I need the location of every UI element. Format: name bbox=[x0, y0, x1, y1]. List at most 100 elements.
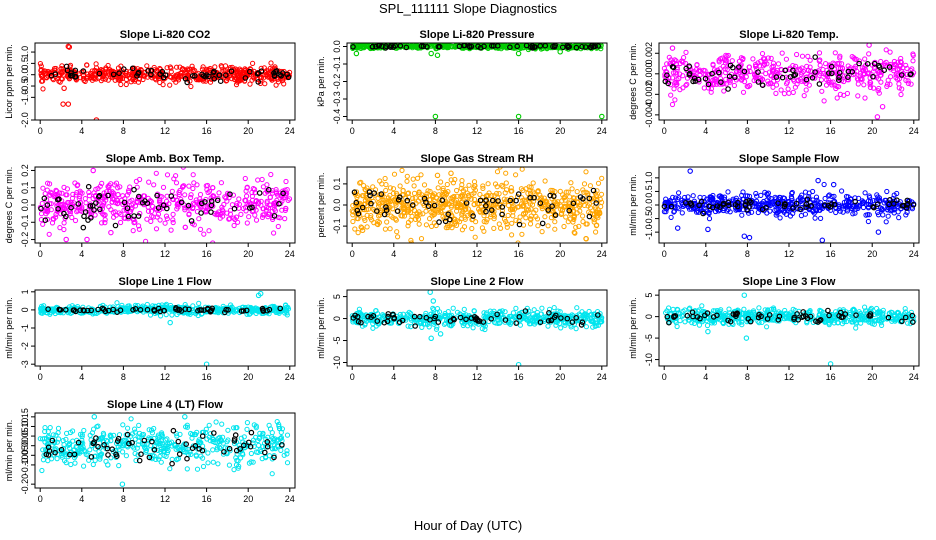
data-point bbox=[764, 210, 770, 216]
reference-point bbox=[81, 213, 87, 220]
data-point bbox=[837, 208, 843, 214]
data-point bbox=[513, 172, 519, 178]
data-point bbox=[581, 189, 587, 195]
outlier-point bbox=[90, 167, 96, 174]
reference-point bbox=[781, 201, 788, 207]
data-point bbox=[164, 216, 170, 222]
data-point bbox=[252, 186, 258, 192]
reference-point bbox=[399, 317, 406, 324]
data-point bbox=[498, 225, 504, 231]
data-point bbox=[420, 318, 426, 324]
data-point bbox=[171, 77, 177, 83]
data-point bbox=[123, 81, 129, 88]
data-point bbox=[483, 219, 489, 225]
reference-point bbox=[91, 207, 97, 213]
reference-point bbox=[559, 44, 566, 51]
data-point bbox=[262, 81, 268, 87]
data-point bbox=[168, 69, 174, 75]
data-point bbox=[672, 97, 678, 103]
data-point bbox=[670, 70, 677, 76]
x-tick-label: 16 bbox=[826, 126, 836, 136]
reference-point bbox=[539, 220, 546, 227]
data-point bbox=[433, 222, 439, 229]
data-point bbox=[884, 188, 890, 195]
reference-point bbox=[63, 63, 70, 70]
reference-point bbox=[72, 67, 79, 74]
data-point bbox=[265, 205, 272, 211]
data-point bbox=[571, 216, 577, 222]
reference-point bbox=[148, 71, 154, 78]
reference-point bbox=[63, 306, 69, 313]
data-point bbox=[800, 68, 807, 75]
data-point bbox=[828, 80, 834, 86]
data-point bbox=[817, 62, 823, 68]
x-tick-label: 4 bbox=[391, 126, 396, 136]
y-tick-label: -2.0 bbox=[20, 112, 30, 128]
x-tick-label: 16 bbox=[202, 126, 212, 136]
outlier-point bbox=[583, 236, 589, 242]
data-point bbox=[816, 58, 822, 64]
x-tick-label: 8 bbox=[433, 372, 438, 382]
x-tick-label: 8 bbox=[433, 249, 438, 259]
data-point bbox=[561, 223, 567, 230]
data-point bbox=[206, 228, 212, 234]
data-point bbox=[701, 195, 707, 201]
reference-point bbox=[418, 43, 425, 49]
data-point bbox=[694, 62, 700, 68]
data-point bbox=[500, 44, 506, 50]
data-point bbox=[431, 321, 437, 327]
data-point bbox=[773, 90, 779, 97]
data-point bbox=[150, 214, 156, 220]
reference-point bbox=[354, 207, 361, 214]
reference-point bbox=[436, 219, 442, 225]
reference-point bbox=[84, 307, 91, 314]
reference-point bbox=[903, 205, 910, 211]
data-point bbox=[279, 198, 285, 204]
data-point bbox=[779, 50, 785, 56]
data-point bbox=[83, 200, 89, 206]
reference-point bbox=[358, 319, 364, 326]
data-point bbox=[361, 193, 367, 199]
reference-point bbox=[537, 319, 544, 326]
data-point bbox=[382, 175, 388, 182]
y-axis-label: ml/min per min. bbox=[4, 297, 14, 359]
data-point bbox=[163, 213, 170, 219]
data-point bbox=[568, 180, 574, 186]
reference-point bbox=[483, 197, 489, 204]
reference-point bbox=[223, 306, 229, 313]
data-point bbox=[425, 188, 431, 194]
reference-point bbox=[808, 203, 815, 209]
data-point bbox=[450, 180, 456, 186]
reference-point bbox=[131, 186, 137, 193]
data-point bbox=[469, 211, 476, 217]
y-tick-label: 0.000 bbox=[644, 63, 654, 86]
reference-point bbox=[463, 200, 470, 206]
data-point bbox=[668, 214, 674, 220]
data-point bbox=[176, 189, 182, 195]
data-point bbox=[803, 87, 809, 93]
reference-point bbox=[578, 322, 585, 328]
data-point bbox=[903, 62, 909, 68]
reference-point bbox=[482, 203, 489, 209]
reference-point bbox=[773, 74, 780, 80]
reference-point bbox=[803, 76, 810, 83]
data-point bbox=[390, 186, 397, 192]
reference-point bbox=[698, 198, 705, 205]
data-point bbox=[686, 206, 693, 212]
data-point bbox=[53, 187, 59, 193]
data-point bbox=[283, 178, 289, 185]
data-point bbox=[259, 176, 265, 183]
data-point bbox=[683, 49, 689, 56]
data-points bbox=[37, 167, 293, 243]
data-point bbox=[519, 231, 525, 237]
data-point bbox=[790, 63, 796, 69]
reference-point bbox=[114, 309, 120, 316]
data-point bbox=[739, 212, 745, 218]
data-point bbox=[871, 85, 877, 91]
reference-point bbox=[908, 71, 914, 77]
data-point bbox=[773, 82, 780, 88]
data-point bbox=[271, 203, 278, 209]
reference-point bbox=[545, 317, 552, 324]
data-point bbox=[360, 45, 366, 51]
data-point bbox=[723, 76, 729, 83]
